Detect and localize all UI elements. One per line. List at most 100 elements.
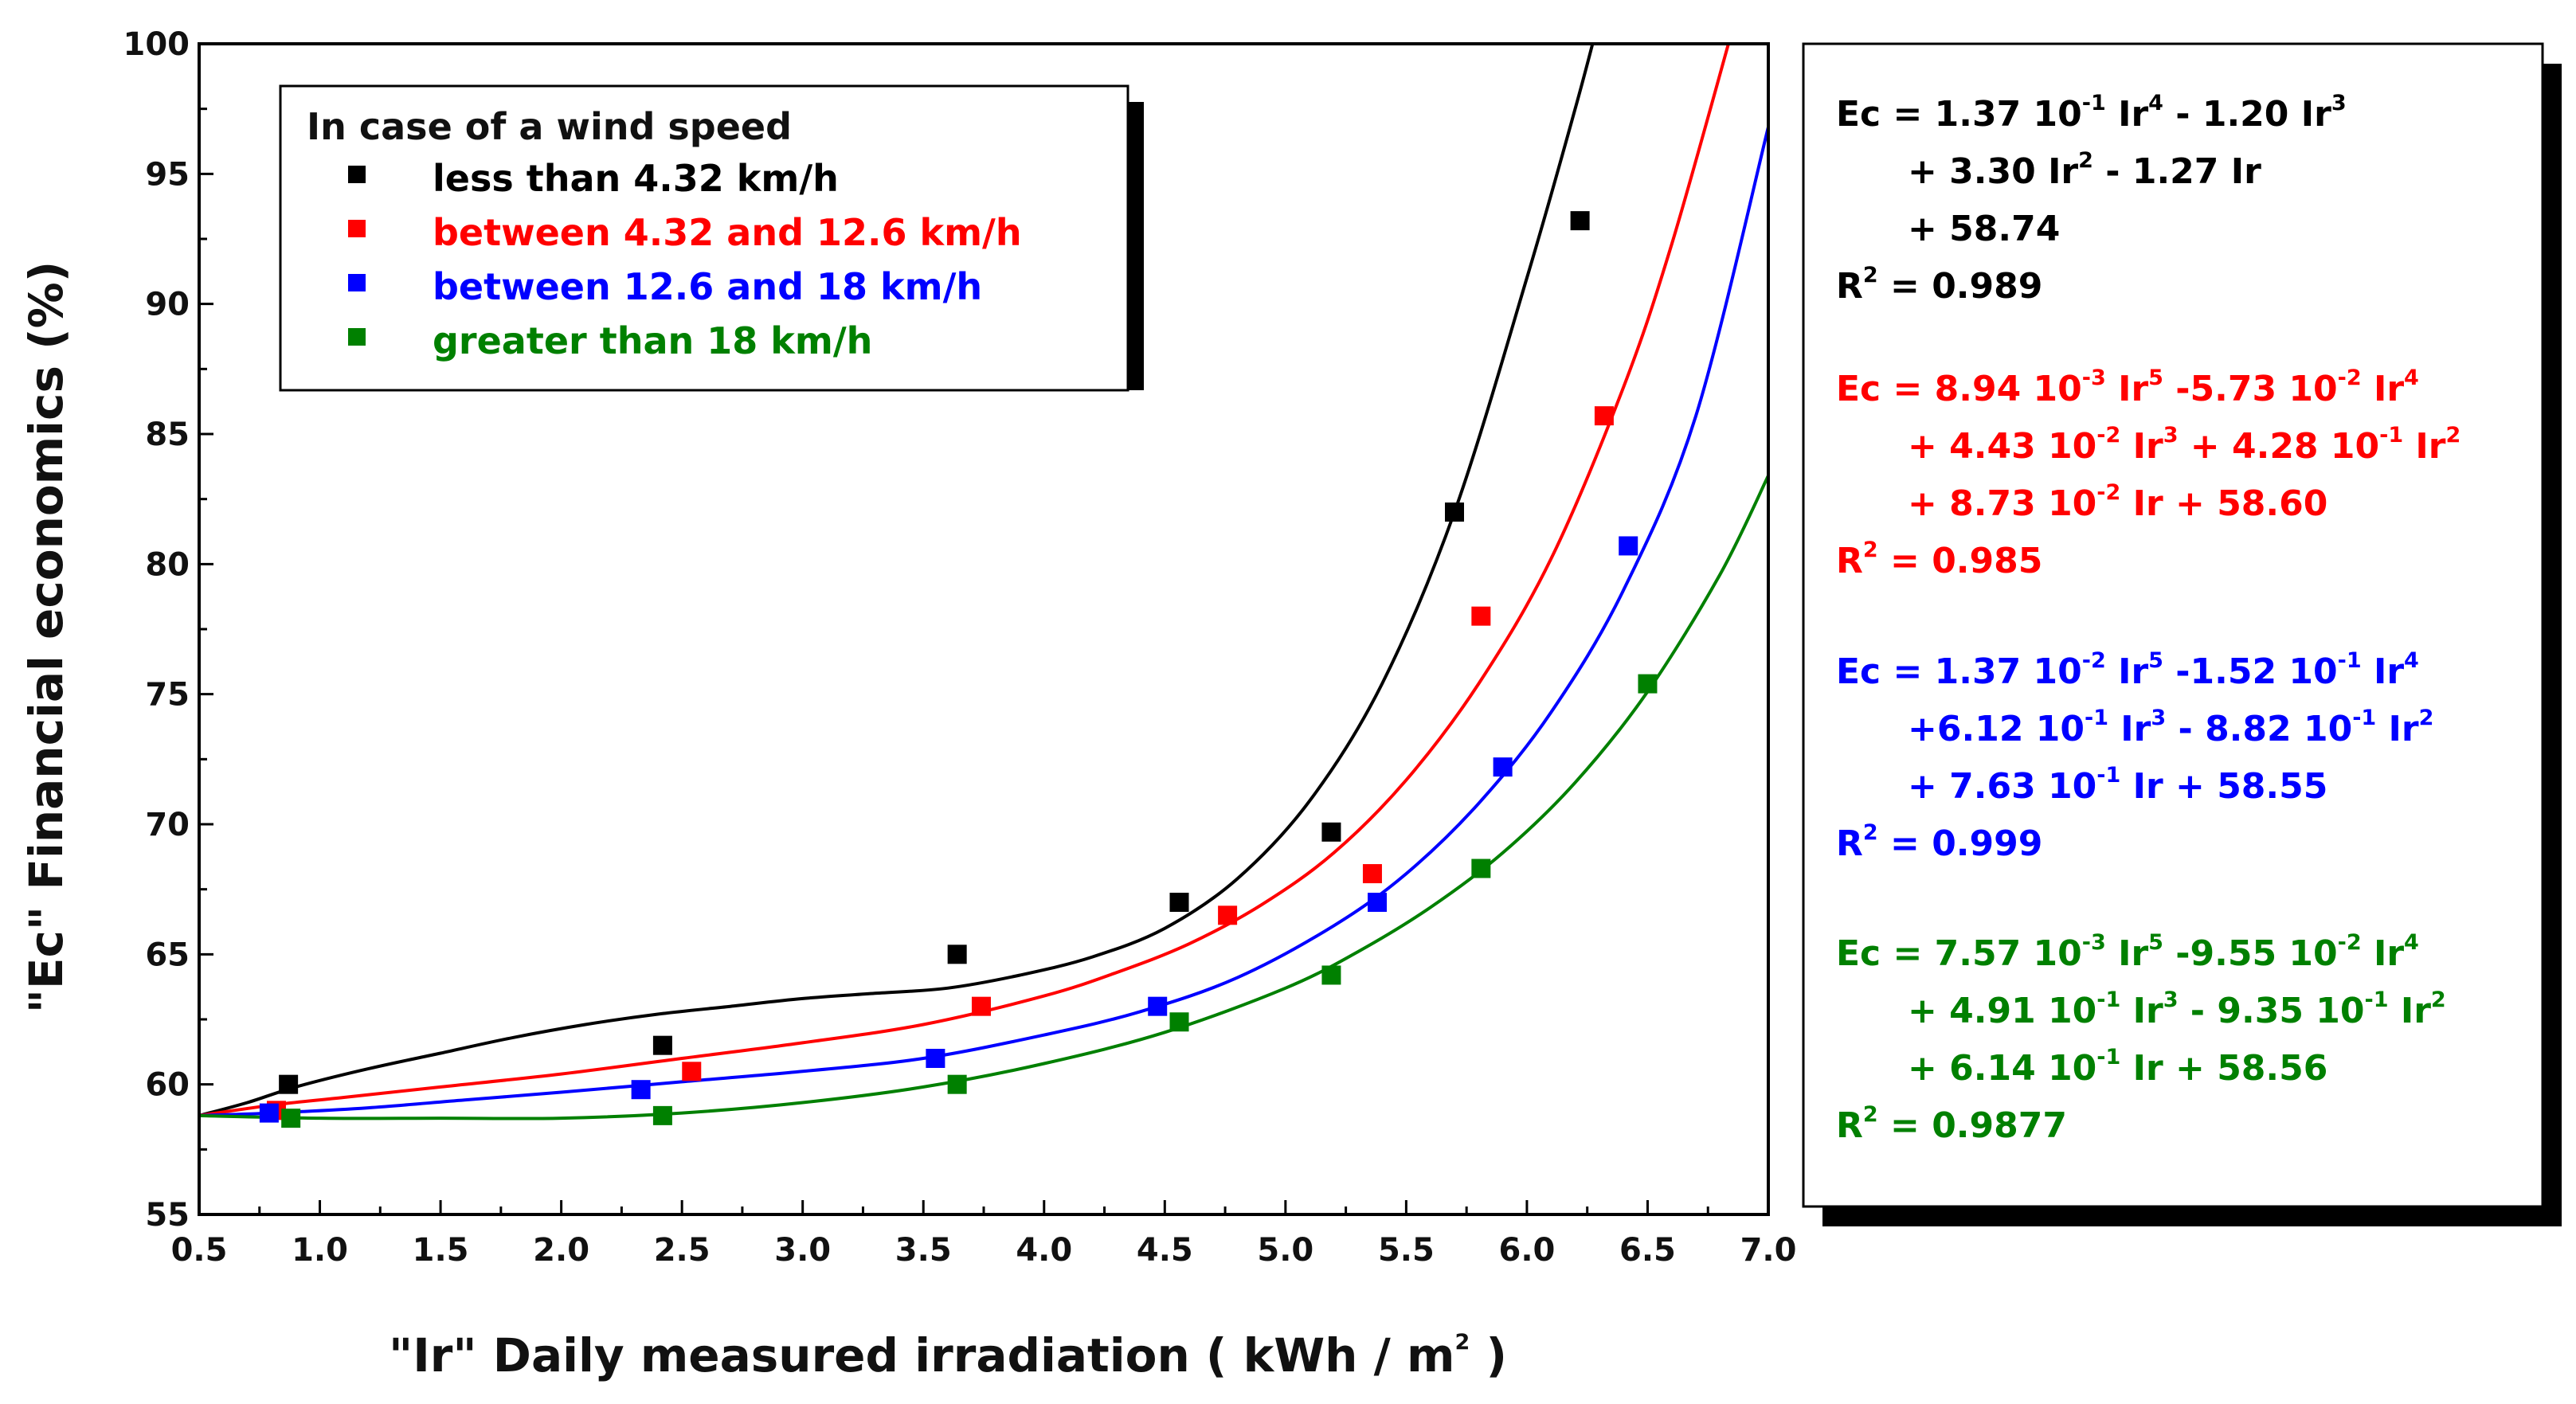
equation-term: +6.12 10 <box>1908 709 2085 749</box>
equation-exponent: 4 <box>2404 930 2419 955</box>
equation-exponent: -3 <box>2082 366 2106 390</box>
equation-term: Ir <box>2362 369 2405 409</box>
x-tick-label: 4.5 <box>1137 1232 1193 1269</box>
data-point <box>1148 996 1168 1016</box>
r-squared-label: R <box>1836 823 1863 864</box>
equation-term: Ir <box>2120 426 2163 467</box>
equation-term: Ir + 58.55 <box>2120 766 2327 807</box>
equation-exponent: 2 <box>2446 423 2461 448</box>
r-squared-exponent: 2 <box>1863 820 1878 845</box>
equation-exponent: -1 <box>2338 648 2362 673</box>
y-tick-label: 65 <box>145 937 190 973</box>
r-squared-exponent: 2 <box>1863 1102 1878 1127</box>
r-squared-label: R <box>1836 266 1863 307</box>
y-tick-label: 85 <box>145 417 190 453</box>
r-squared-value: = 0.9877 <box>1878 1105 2067 1146</box>
equation-exponent: 4 <box>2404 366 2419 390</box>
equation-term: + 4.91 10 <box>1908 991 2096 1031</box>
r-squared-value: = 0.999 <box>1878 823 2043 864</box>
legend-label: between 12.6 and 18 km/h <box>433 265 982 308</box>
equation-exponent: -1 <box>2096 987 2120 1012</box>
equation-exponent: 3 <box>2163 987 2179 1012</box>
r-squared: R2 = 0.985 <box>1836 538 2042 581</box>
legend-label: greater than 18 km/h <box>433 319 872 362</box>
fit-curve <box>199 44 1731 1117</box>
legend-title: In case of a wind speed <box>307 105 792 148</box>
x-tick-label: 3.5 <box>895 1232 952 1269</box>
equation-term: -1.52 10 <box>2163 651 2338 692</box>
r-squared-exponent: 2 <box>1863 538 1878 562</box>
equation-line: + 3.30 Ir2 - 1.27 Ir <box>1908 148 2261 192</box>
equation-term: - 1.27 Ir <box>2093 151 2261 192</box>
data-point <box>281 1109 301 1128</box>
r-squared-label: R <box>1836 1105 1863 1146</box>
equation-line: + 4.43 10-2 Ir3 + 4.28 10-1 Ir2 <box>1908 423 2461 467</box>
data-point <box>1169 1012 1189 1032</box>
equation-term: + 6.14 10 <box>1908 1048 2096 1089</box>
equation-exponent: -3 <box>2082 930 2106 955</box>
y-tick-label: 70 <box>145 807 190 843</box>
equation-term: Ir <box>2389 991 2432 1031</box>
data-point <box>1169 893 1189 912</box>
legend-marker <box>348 274 366 291</box>
y-tick-label: 90 <box>145 287 190 323</box>
equation-exponent: 2 <box>2431 987 2446 1012</box>
fit-curve <box>199 44 1595 1117</box>
equation-line: Ec = 7.57 10-3 Ir5 -9.55 10-2 Ir4 <box>1836 930 2419 974</box>
equation-exponent: -1 <box>2365 987 2389 1012</box>
x-tick-label: 1.0 <box>292 1232 348 1269</box>
equation-exponent: -1 <box>2085 706 2108 730</box>
equation-exponent: 3 <box>2151 706 2166 730</box>
equation-panel: Ec = 1.37 10-1 Ir4 - 1.20 Ir3 + 3.30 Ir2 … <box>1802 42 2562 1226</box>
data-point <box>631 1080 651 1100</box>
y-tick-label: 55 <box>145 1197 190 1234</box>
data-point <box>1362 864 1382 884</box>
equation-line: + 6.14 10-1 Ir + 58.56 <box>1908 1045 2327 1089</box>
equation-term: + 3.30 Ir <box>1908 151 2078 192</box>
equation-term: + 4.28 10 <box>2178 426 2379 467</box>
equation-line: + 8.73 10-2 Ir + 58.60 <box>1908 480 2327 524</box>
legend: In case of a wind speed less than 4.32 k… <box>279 84 1144 392</box>
equation-exponent: 5 <box>2148 366 2163 390</box>
data-point <box>1368 893 1388 912</box>
r-squared: R2 = 0.989 <box>1836 263 2042 307</box>
x-tick-label: 2.0 <box>533 1232 589 1269</box>
data-point <box>1321 965 1341 985</box>
legend-items: less than 4.32 km/h between 4.32 and 12.6… <box>348 157 1022 362</box>
equation-term: Ir <box>2106 933 2149 974</box>
fit-curve <box>199 475 1768 1120</box>
equation-term: Ec = 1.37 10 <box>1836 94 2082 135</box>
equations: Ec = 1.37 10-1 Ir4 - 1.20 Ir3 + 3.30 Ir2 … <box>1836 91 2461 1146</box>
y-tick-label: 95 <box>145 156 190 193</box>
equation-term: - 8.82 10 <box>2166 709 2352 749</box>
x-tick-label: 3.0 <box>774 1232 831 1269</box>
equation-exponent: -2 <box>2096 480 2120 505</box>
data-point <box>1638 674 1658 694</box>
equation-term: Ir <box>2403 426 2446 467</box>
legend-box <box>279 84 1129 392</box>
data-point <box>682 1062 702 1081</box>
equation-term: Ir <box>2106 94 2149 135</box>
equation-exponent: -1 <box>2082 91 2106 115</box>
y-tick-label: 100 <box>123 26 190 63</box>
x-axis-title: "Ir" Daily measured irradiation ( kWh / … <box>389 1328 1507 1382</box>
equation-term: + 7.63 10 <box>1908 766 2096 807</box>
legend-label: less than 4.32 km/h <box>433 157 839 200</box>
y-tick-label: 60 <box>145 1067 190 1104</box>
data-points <box>259 211 1658 1128</box>
equation-term: Ec = 1.37 10 <box>1836 651 2082 692</box>
equation-exponent: 5 <box>2148 648 2163 673</box>
equation-line: Ec = 1.37 10-2 Ir5 -1.52 10-1 Ir4 <box>1836 648 2419 692</box>
data-point <box>259 1103 279 1123</box>
equation-exponent: -2 <box>2082 648 2106 673</box>
data-point <box>652 1105 672 1125</box>
equation-line: + 4.91 10-1 Ir3 - 9.35 10-1 Ir2 <box>1908 987 2446 1031</box>
equation-line: Ec = 1.37 10-1 Ir4 - 1.20 Ir3 <box>1836 91 2347 135</box>
equation-exponent: -2 <box>2338 930 2362 955</box>
x-tick-label: 7.0 <box>1740 1232 1797 1269</box>
data-point <box>1218 905 1238 925</box>
equation-term: Ir <box>2362 933 2405 974</box>
equation-exponent: -1 <box>2379 423 2403 448</box>
x-tick-label: 0.5 <box>171 1232 228 1269</box>
